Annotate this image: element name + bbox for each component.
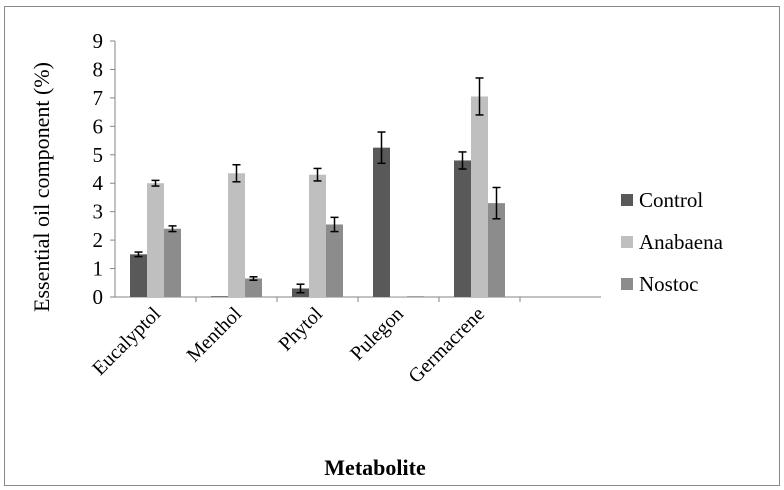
y-tick-label: 6 [93, 114, 104, 138]
bar-control-eucalyptol [130, 254, 147, 297]
error-bars [134, 77, 501, 294]
bar-nostoc-germacrene [488, 203, 505, 297]
bar-anabaena-menthol [228, 173, 245, 297]
x-category-label: Phytol [275, 303, 328, 356]
legend-swatch-anabaena [621, 236, 633, 248]
bars [130, 96, 505, 297]
bar-anabaena-phytol [309, 174, 326, 297]
x-category-label: Pulegon [346, 303, 408, 365]
y-tick-labels: 0 1 2 3 4 5 6 7 8 9 [93, 29, 104, 309]
y-tick-label: 2 [93, 228, 104, 252]
y-tick-label: 5 [93, 143, 104, 167]
bar-control-pulegon [373, 147, 390, 297]
legend: Control Anabaena Nostoc [621, 188, 724, 296]
bar-nostoc-phytol [326, 224, 343, 297]
legend-swatch-nostoc [621, 278, 633, 290]
x-category-label: Menthol [183, 303, 247, 367]
y-tick-label: 3 [93, 200, 104, 224]
bar-control-menthol [211, 296, 228, 297]
legend-label-nostoc: Nostoc [639, 272, 699, 296]
legend-label-control: Control [639, 188, 703, 212]
y-tick-label: 8 [93, 57, 104, 81]
x-category-label: Eucalyptol [88, 303, 165, 380]
y-tick-label: 4 [93, 171, 104, 195]
y-tick-label: 7 [93, 86, 104, 110]
bar-nostoc-eucalyptol [164, 228, 181, 297]
x-axis-title: Metabolite [324, 455, 426, 480]
axes [110, 40, 601, 302]
bar-chart: 0 1 2 3 4 5 6 7 8 9 Eucalyptol Menthol Phytol Pulego… [29, 29, 724, 480]
x-category-label: Germacrene [404, 303, 489, 388]
bar-anabaena-pulegon [390, 296, 407, 297]
bar-control-germacrene [454, 160, 471, 297]
bar-nostoc-pulegon [407, 296, 424, 297]
legend-swatch-control [621, 194, 633, 206]
y-tick-label: 0 [93, 285, 104, 309]
bar-anabaena-germacrene [471, 96, 488, 297]
bar-anabaena-eucalyptol [147, 183, 164, 297]
y-axis-title: Essential oil component (%) [29, 62, 54, 312]
chart-frame: 0 1 2 3 4 5 6 7 8 9 Eucalyptol Menthol Phytol Pulego… [4, 6, 780, 486]
legend-label-anabaena: Anabaena [639, 230, 724, 254]
bar-nostoc-menthol [245, 278, 262, 297]
y-tick-label: 9 [93, 29, 104, 53]
y-tick-label: 1 [93, 257, 104, 281]
